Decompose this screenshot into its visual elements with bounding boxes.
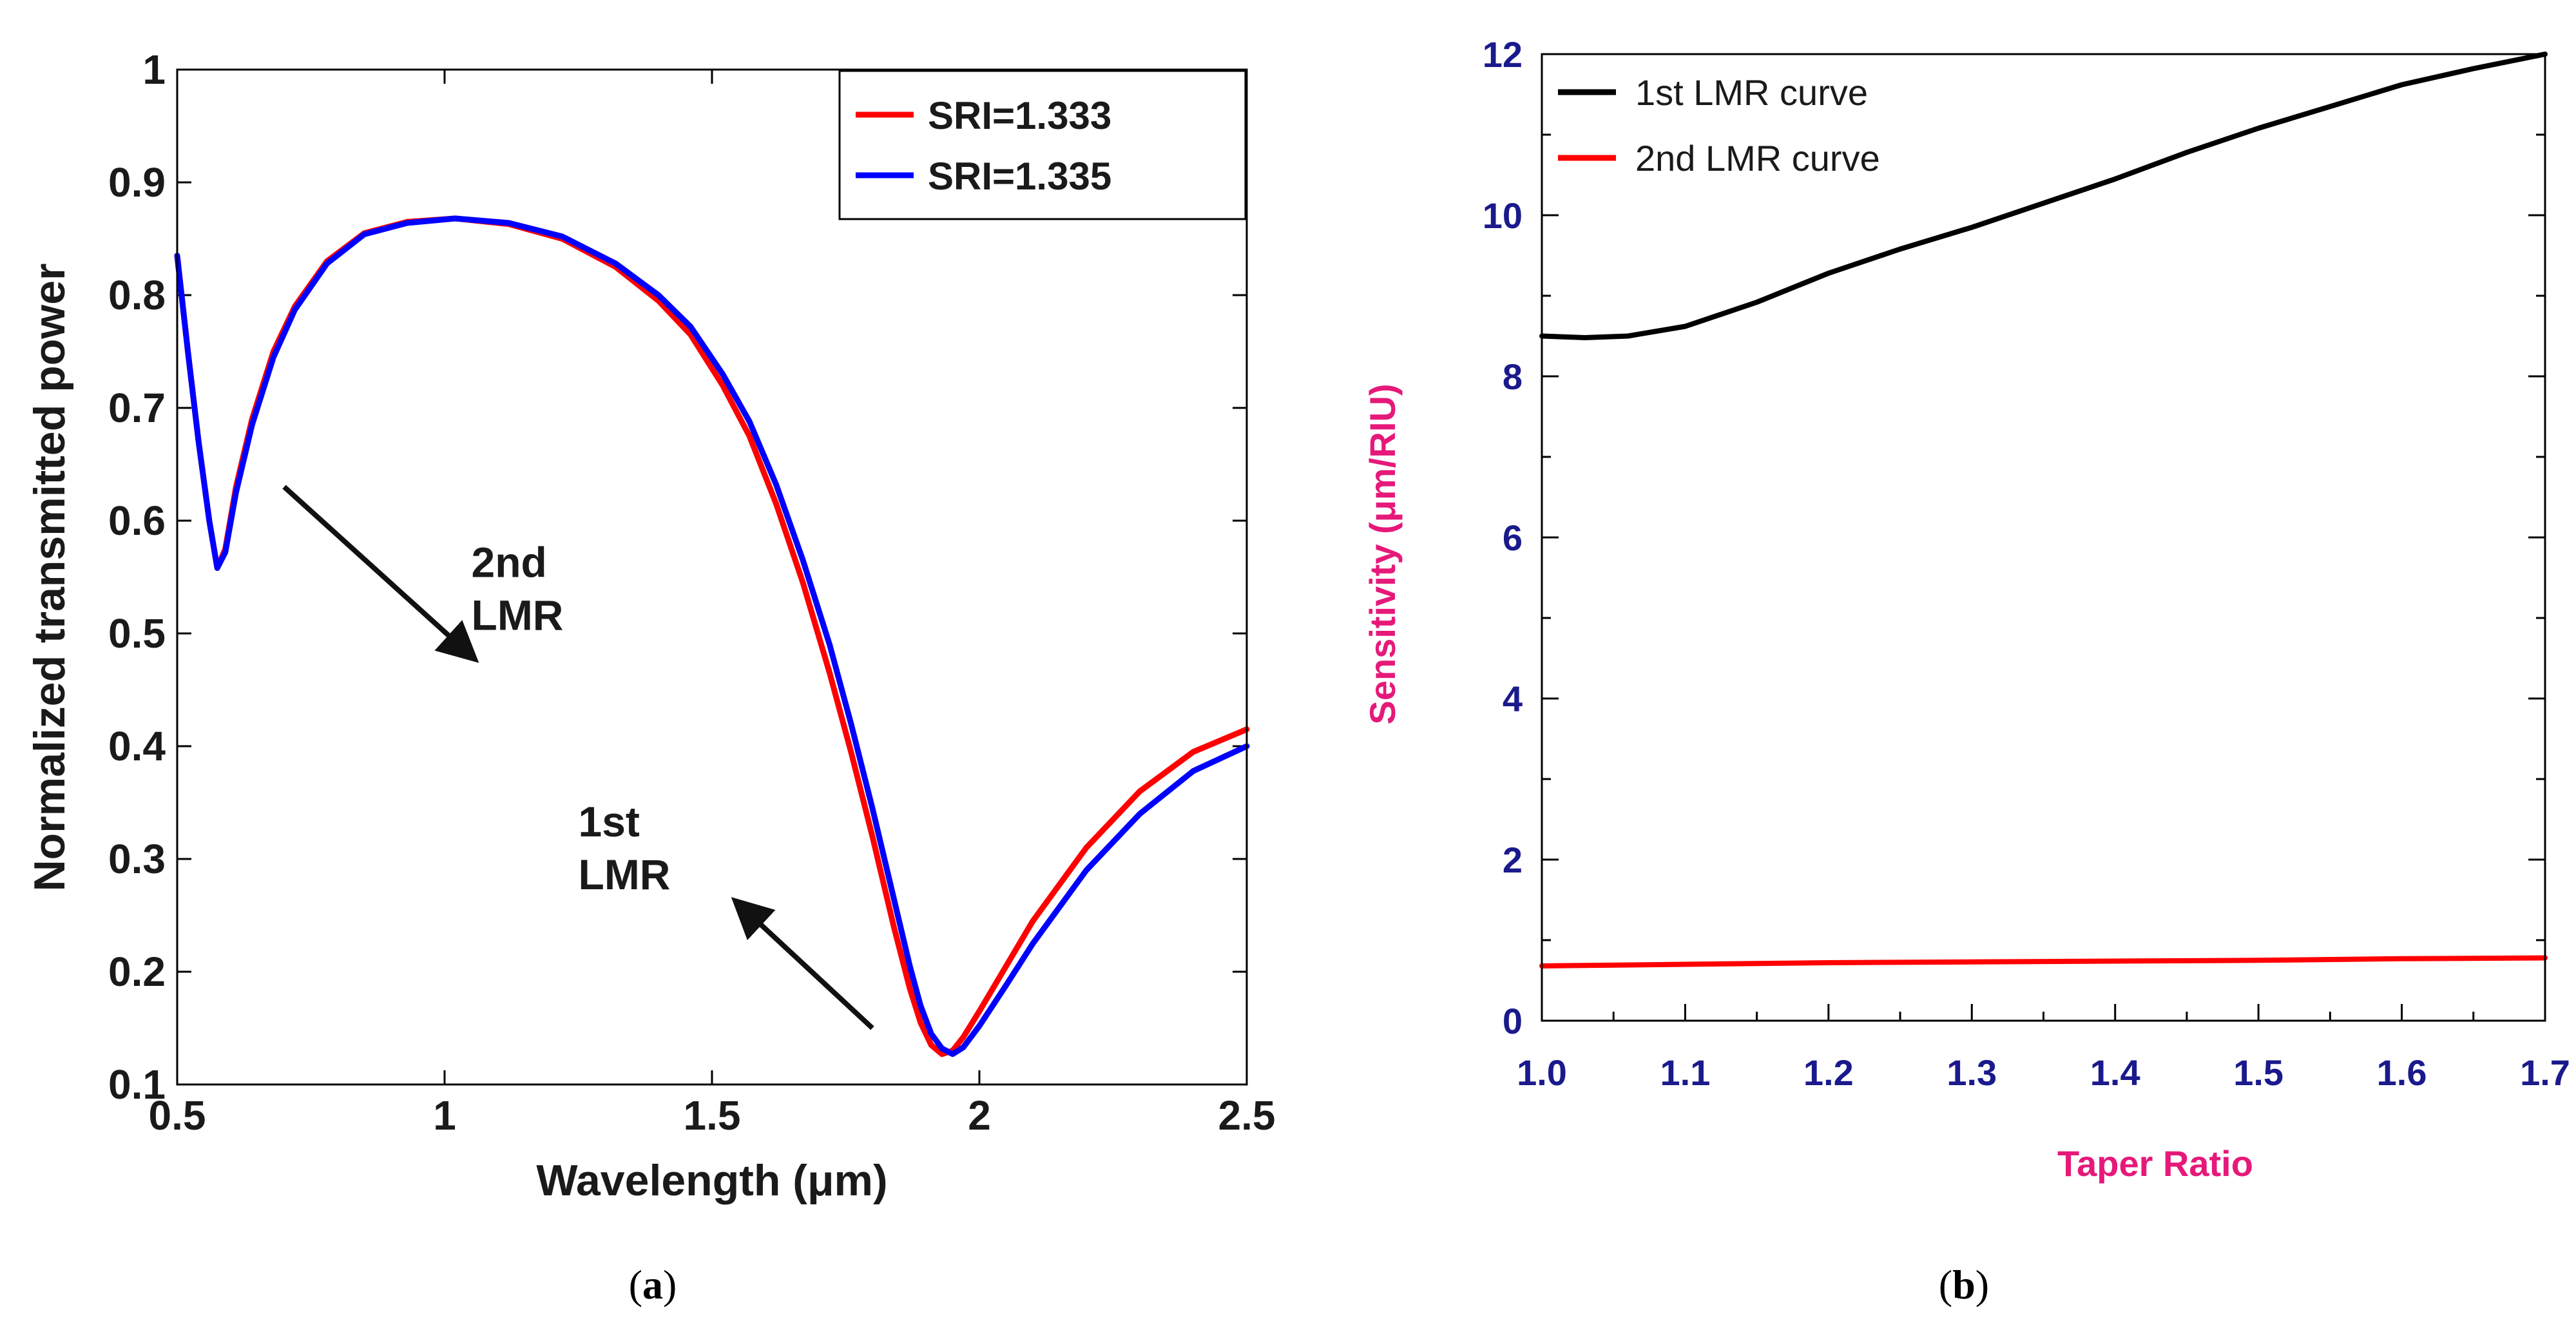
panel-b-y-tick-label: 4 — [1503, 679, 1523, 719]
panel-b-series-line-2nd-lmr-curve — [1539, 955, 2548, 969]
panel-b-caption: (b) — [1939, 1262, 1989, 1307]
panel-a-series — [174, 215, 1250, 1057]
panel-b-x-axis-label: Taper Ratio — [2057, 1143, 2253, 1184]
panel-a-y-tick-label: 0.5 — [108, 610, 166, 657]
panel-b-y-tick-label: 0 — [1503, 1001, 1523, 1041]
panel-a-legend-label-sri-1333: SRI=1.333 — [928, 94, 1111, 137]
panel-b-x-tick-label: 1.2 — [1803, 1052, 1854, 1093]
panel-b-legend-label-2nd: 2nd LMR curve — [1635, 138, 1880, 178]
panel-b-y-tick-label: 12 — [1483, 34, 1523, 75]
panel-b-legend: 1st LMR curve 2nd LMR curve — [1558, 72, 1880, 178]
panel-b-x-tick-label: 1.1 — [1660, 1052, 1710, 1093]
panel-b-y-tick-label: 2 — [1503, 840, 1523, 880]
panel-a-x-tick-label: 2 — [968, 1092, 991, 1139]
panel-a-ticks — [176, 68, 1248, 1086]
panel-a-y-tick-label: 0.3 — [108, 836, 166, 882]
panel-a-y-tick-label: 0.2 — [108, 949, 166, 995]
panel-a-annotation-label-0: 2nd — [472, 539, 547, 586]
panel-b-plot-frame — [1541, 53, 2546, 1022]
panel-a-annotation-arrow-1 — [731, 897, 874, 1030]
panel-a-y-tick-label: 0.7 — [108, 385, 166, 431]
panel-a-legend-box — [838, 70, 1247, 220]
panel-a-tick-labels: 0.5 1 1.5 2 2.5 0.1 0.2 0.3 0.4 0.5 0.6 0.7 0.8 0.9 1 — [108, 46, 1275, 1139]
panel-b-y-tick-label: 6 — [1503, 517, 1523, 558]
panel-a-legend-label-sri-1335: SRI=1.335 — [928, 155, 1111, 198]
panel-b-tick-labels: 1.0 1.1 1.2 1.3 1.4 1.5 1.6 1.7 0 2 4 6 8 10 12 — [1483, 34, 2570, 1093]
panel-a-plot-frame — [176, 68, 1248, 1086]
panel-a-annotation-label-0: LMR — [472, 592, 564, 639]
panel-a-x-tick-label: 2.5 — [1218, 1092, 1276, 1139]
panel-b-x-tick-label: 1.0 — [1517, 1052, 1567, 1093]
panel-a-caption: (a) — [629, 1262, 677, 1307]
panel-a-series-line-sri-1-335 — [174, 215, 1250, 1057]
panel-b-y-tick-label: 10 — [1483, 195, 1523, 236]
panel-b-x-tick-label: 1.4 — [2090, 1052, 2140, 1093]
panel-b-ticks — [1541, 53, 2546, 1022]
panel-a-annotation-label-1: 1st — [579, 798, 640, 845]
panel-a-legend: SRI=1.333 SRI=1.335 — [838, 70, 1247, 220]
panel-b-x-tick-label: 1.3 — [1946, 1052, 1997, 1093]
panel-a-series-line-sri-1-333 — [174, 215, 1250, 1057]
panel-a-y-tick-label: 1 — [142, 46, 166, 93]
panel-b-legend-label-1st: 1st LMR curve — [1635, 72, 1868, 113]
panel-a-annotations: 2nd LMR 1st LMR — [282, 485, 874, 1030]
panel-a-y-tick-label: 0.6 — [108, 497, 166, 544]
panel-a-x-tick-label: 0.5 — [149, 1092, 206, 1139]
panel-a-x-tick-label: 1.5 — [684, 1092, 741, 1139]
panel-b-x-tick-label: 1.5 — [2233, 1052, 2283, 1093]
panel-a-x-axis-label: Wavelength (μm) — [536, 1156, 887, 1205]
panel-b-x-tick-label: 1.6 — [2377, 1052, 2427, 1093]
panel-a-annotation-label-1: LMR — [579, 851, 671, 898]
panel-a-y-axis-label: Normalized transmitted power — [25, 264, 74, 892]
panel-a-y-tick-label: 0.8 — [108, 272, 166, 318]
panel-b-series — [1539, 52, 2548, 969]
panel-a-x-tick-label: 1 — [433, 1092, 456, 1139]
panel-a-y-tick-label: 0.4 — [108, 723, 166, 769]
panel-b-y-axis-label: Sensitivity (μm/RIU) — [1362, 383, 1403, 724]
panel-b-series-line-1st-lmr-curve — [1539, 52, 2548, 340]
panel-b: 1.0 1.1 1.2 1.3 1.4 1.5 1.6 1.7 0 2 4 6 8 10 12 Taper … — [1362, 34, 2570, 1307]
panel-a-y-tick-label: 0.1 — [108, 1061, 166, 1108]
panel-b-y-tick-label: 8 — [1503, 356, 1523, 397]
panel-a-annotation-arrow-0 — [282, 485, 479, 663]
panel-b-x-tick-label: 1.7 — [2520, 1052, 2570, 1093]
panel-a-y-tick-label: 0.9 — [108, 159, 166, 206]
